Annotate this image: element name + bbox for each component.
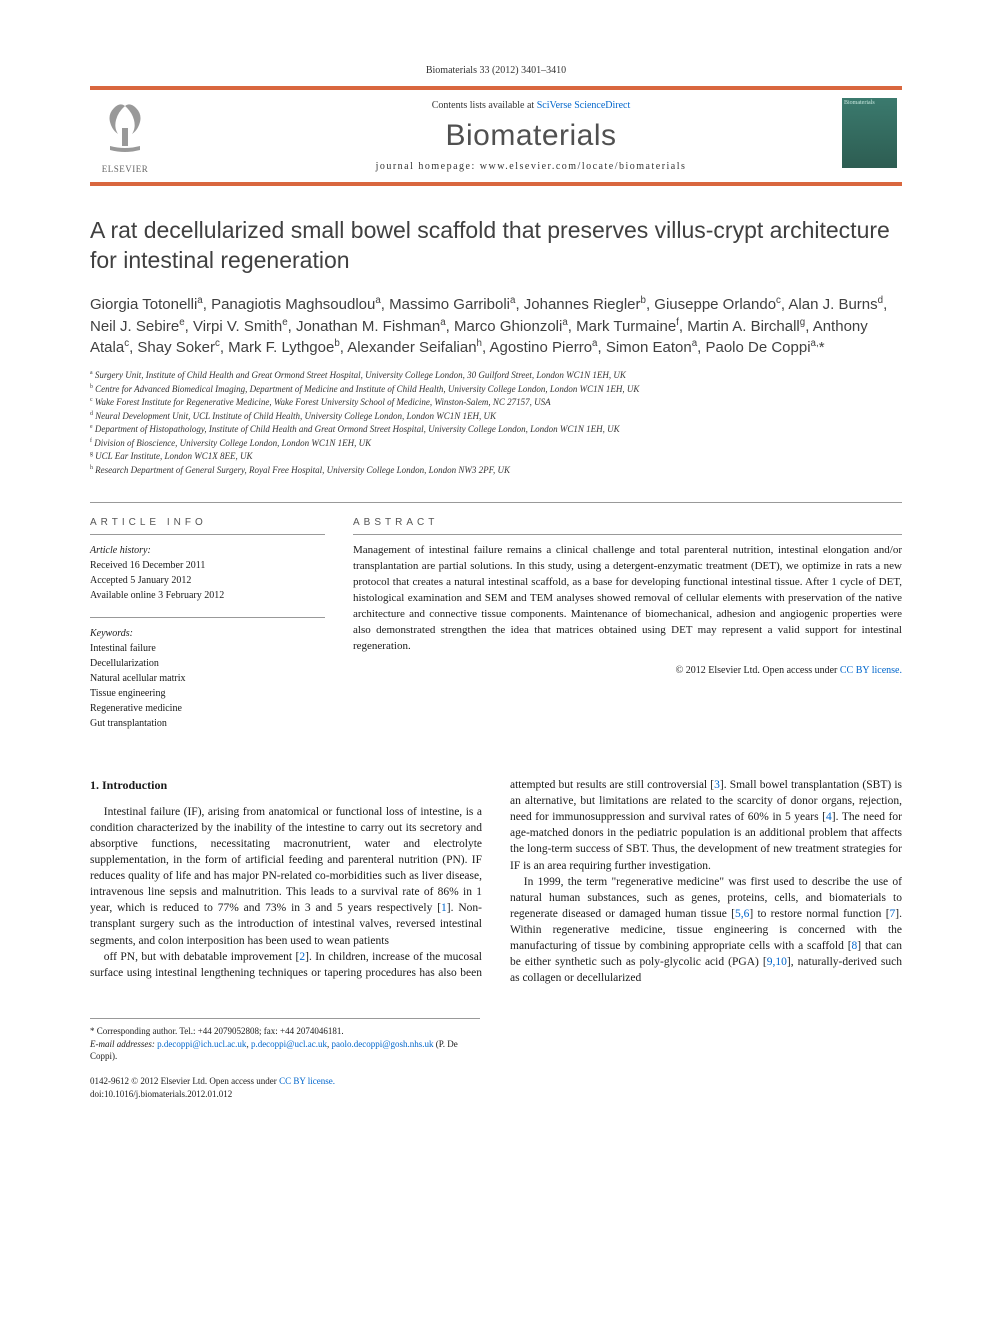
contents-available: Contents lists available at SciVerse Sci… [160, 100, 902, 111]
journal-cover-thumbnail: Biomaterials [842, 98, 897, 168]
body-text: 1. Introduction Intestinal failure (IF),… [90, 777, 902, 986]
article-title: A rat decellularized small bowel scaffol… [90, 216, 902, 276]
keyword-item: Gut transplantation [90, 716, 325, 731]
affiliation-item: g UCL Ear Institute, London WC1X 8EE, UK [90, 450, 902, 464]
section-heading-intro: 1. Introduction [90, 777, 482, 794]
license-link[interactable]: CC BY license. [840, 665, 902, 676]
author-list: Giorgia Totonellia, Panagiotis Maghsoudl… [90, 294, 902, 359]
history-item: Received 16 December 2011 [90, 558, 325, 573]
citation-link[interactable]: 9,10 [767, 956, 787, 968]
abstract-text: Management of intestinal failure remains… [353, 543, 902, 655]
doi: doi:10.1016/j.biomaterials.2012.01.012 [90, 1088, 902, 1101]
journal-homepage: journal homepage: www.elsevier.com/locat… [160, 161, 902, 172]
citation-link[interactable]: 4 [826, 811, 832, 823]
citation-link[interactable]: 2 [299, 951, 305, 963]
affiliation-item: d Neural Development Unit, UCL Institute… [90, 410, 902, 424]
elsevier-tree-icon [100, 98, 150, 156]
keyword-item: Decellularization [90, 656, 325, 671]
abstract-label: ABSTRACT [353, 517, 902, 535]
keyword-item: Natural acellular matrix [90, 671, 325, 686]
article-info: ARTICLE INFO Article history: Received 1… [90, 517, 325, 745]
affiliation-item: a Surgery Unit, Institute of Child Healt… [90, 369, 902, 383]
affiliations-list: a Surgery Unit, Institute of Child Healt… [90, 369, 902, 477]
keyword-item: Tissue engineering [90, 686, 325, 701]
history-item: Available online 3 February 2012 [90, 588, 325, 603]
license-link[interactable]: CC BY license. [279, 1076, 335, 1086]
citation-link[interactable]: 7 [890, 908, 896, 920]
copyright-line: © 2012 Elsevier Ltd. Open access under C… [353, 665, 902, 676]
keywords-label: Keywords: [90, 626, 325, 641]
affiliation-item: f Division of Bioscience, University Col… [90, 437, 902, 451]
publisher-logo: ELSEVIER [90, 98, 160, 174]
citation-link[interactable]: 5,6 [735, 908, 749, 920]
article-history-label: Article history: [90, 543, 325, 558]
journal-title: Biomaterials [160, 119, 902, 153]
affiliation-item: h Research Department of General Surgery… [90, 464, 902, 478]
abstract: ABSTRACT Management of intestinal failur… [353, 517, 902, 745]
article-info-label: ARTICLE INFO [90, 517, 325, 535]
body-paragraph: Intestinal failure (IF), arising from an… [90, 804, 482, 949]
running-head: Biomaterials 33 (2012) 3401–3410 [90, 65, 902, 76]
affiliation-item: e Department of Histopathology, Institut… [90, 423, 902, 437]
scidirect-link[interactable]: SciVerse ScienceDirect [537, 100, 631, 111]
email-addresses: E-mail addresses: p.decoppi@ich.ucl.ac.u… [90, 1038, 480, 1063]
corresponding-author: * Corresponding author. Tel.: +44 207905… [90, 1025, 480, 1038]
email-link[interactable]: paolo.decoppi@gosh.nhs.uk [331, 1039, 433, 1049]
body-paragraph: In 1999, the term "regenerative medicine… [510, 874, 902, 987]
journal-header: ELSEVIER Contents lists available at Sci… [90, 86, 902, 186]
affiliation-item: c Wake Forest Institute for Regenerative… [90, 396, 902, 410]
affiliation-item: b Centre for Advanced Biomedical Imaging… [90, 383, 902, 397]
doi-block: 0142-9612 © 2012 Elsevier Ltd. Open acce… [90, 1075, 902, 1100]
publisher-name: ELSEVIER [90, 164, 160, 174]
footnotes: * Corresponding author. Tel.: +44 207905… [90, 1018, 480, 1063]
citation-link[interactable]: 8 [852, 940, 858, 952]
history-item: Accepted 5 January 2012 [90, 573, 325, 588]
citation-link[interactable]: 3 [714, 779, 720, 791]
email-link[interactable]: p.decoppi@ich.ucl.ac.uk [157, 1039, 246, 1049]
email-link[interactable]: p.decoppi@ucl.ac.uk [251, 1039, 327, 1049]
citation-link[interactable]: 1 [441, 902, 447, 914]
keyword-item: Intestinal failure [90, 641, 325, 656]
keyword-item: Regenerative medicine [90, 701, 325, 716]
